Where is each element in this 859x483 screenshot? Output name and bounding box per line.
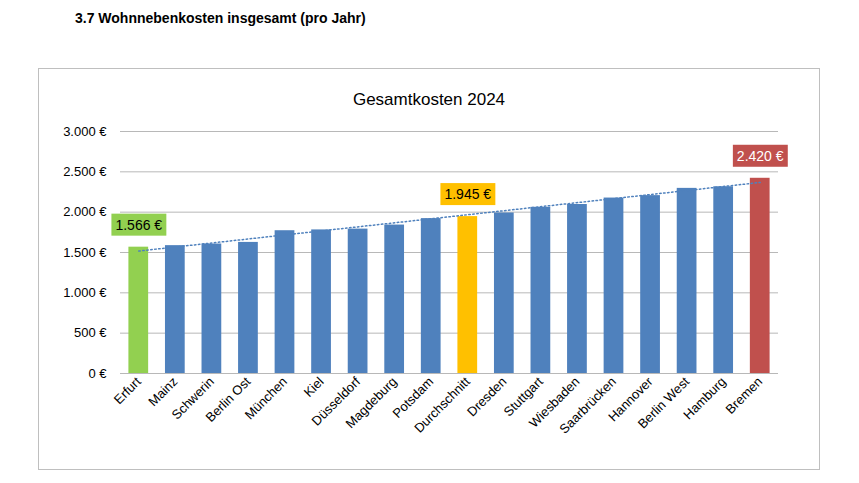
svg-text:Erfurt: Erfurt [111, 374, 144, 407]
svg-text:2.000 €: 2.000 € [63, 204, 107, 219]
svg-text:2.420 €: 2.420 € [737, 148, 784, 164]
svg-text:Potsdam: Potsdam [389, 374, 437, 421]
svg-text:500 €: 500 € [74, 325, 107, 340]
svg-text:1.000 €: 1.000 € [63, 285, 107, 300]
svg-text:2.500 €: 2.500 € [63, 164, 107, 179]
svg-text:Mainz: Mainz [145, 374, 181, 410]
svg-text:Saarbrücken: Saarbrücken [556, 374, 619, 437]
svg-text:3.000 €: 3.000 € [63, 124, 107, 139]
svg-text:1.500 €: 1.500 € [63, 245, 107, 260]
svg-text:Magdeburg: Magdeburg [343, 374, 400, 431]
svg-text:Dresden: Dresden [464, 374, 509, 419]
svg-text:Hannover: Hannover [605, 374, 656, 425]
svg-text:1.566 €: 1.566 € [115, 217, 162, 233]
svg-text:Hamburg: Hamburg [680, 374, 728, 422]
svg-text:München: München [242, 374, 290, 422]
svg-text:Berlin West: Berlin West [635, 374, 693, 432]
svg-text:Bremen: Bremen [722, 374, 765, 417]
svg-text:Berlin Ost: Berlin Ost [202, 374, 254, 425]
svg-text:1.945 €: 1.945 € [444, 186, 491, 202]
svg-text:Durchschnitt: Durchschnitt [411, 374, 473, 436]
svg-text:0 €: 0 € [88, 366, 107, 381]
svg-text:Schwerin: Schwerin [168, 374, 217, 423]
svg-text:Wiesbaden: Wiesbaden [525, 374, 583, 431]
svg-text:Düsseldorf: Düsseldorf [308, 374, 364, 429]
svg-text:Stuttgart: Stuttgart [500, 374, 546, 420]
svg-text:Kiel: Kiel [301, 374, 327, 400]
html-text:3.7 Wohnnebenkosten insgesamt: 3.7 Wohnnebenkosten insgesamt (pro Jahr) [75, 10, 366, 26]
html-text:Gesamtkosten 2024: Gesamtkosten 2024 [352, 90, 506, 109]
